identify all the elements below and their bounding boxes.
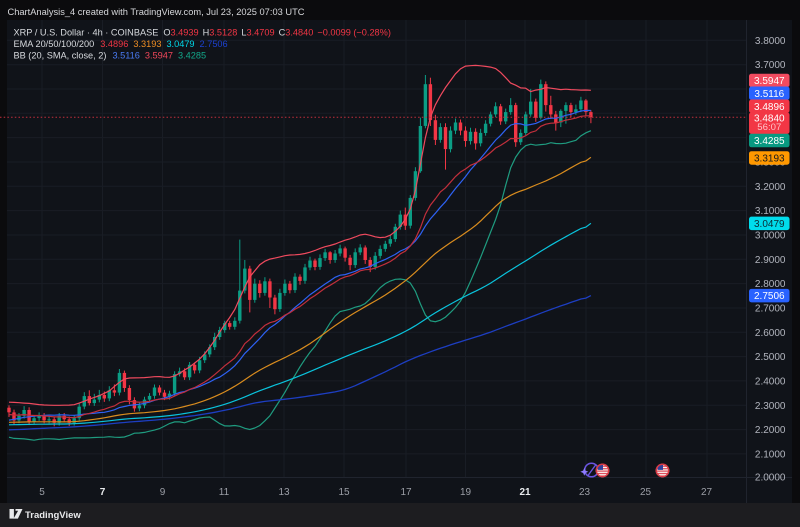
- svg-text:3.4896: 3.4896: [754, 102, 785, 113]
- svg-text:XRP / U.S. Dollar · 4h · COINB: XRP / U.S. Dollar · 4h · COINBASE O3.4939…: [14, 27, 391, 37]
- svg-text:3.0000: 3.0000: [755, 231, 786, 242]
- svg-text:21: 21: [519, 487, 531, 498]
- svg-text:3.7000: 3.7000: [755, 60, 786, 71]
- svg-text:11: 11: [219, 487, 230, 498]
- svg-text:3.2000: 3.2000: [755, 182, 786, 193]
- svg-text:13: 13: [278, 487, 290, 498]
- svg-text:3.4840: 3.4840: [754, 113, 785, 124]
- svg-text:27: 27: [701, 487, 713, 498]
- svg-text:3.8000: 3.8000: [755, 36, 786, 47]
- svg-text:19: 19: [460, 487, 472, 498]
- svg-text:3.3193: 3.3193: [754, 154, 785, 165]
- svg-text:2.2000: 2.2000: [755, 425, 786, 436]
- svg-text:3.0479: 3.0479: [754, 219, 785, 230]
- svg-text:3.5947: 3.5947: [754, 76, 785, 87]
- svg-text:3.1000: 3.1000: [755, 206, 786, 217]
- svg-text:5: 5: [39, 487, 45, 498]
- svg-text:2.4000: 2.4000: [755, 377, 786, 388]
- svg-text:2.7000: 2.7000: [755, 304, 786, 315]
- svg-text:2.6000: 2.6000: [755, 328, 786, 339]
- svg-text:56:07: 56:07: [757, 122, 781, 133]
- svg-text:3.4285: 3.4285: [754, 136, 785, 147]
- svg-text:ChartAnalysis_4 created with T: ChartAnalysis_4 created with TradingView…: [8, 7, 305, 17]
- svg-text:25: 25: [640, 487, 652, 498]
- svg-text:9: 9: [160, 487, 166, 498]
- svg-text:17: 17: [400, 487, 412, 498]
- svg-text:2.9000: 2.9000: [755, 255, 786, 266]
- svg-text:2.8000: 2.8000: [755, 279, 786, 290]
- svg-text:3.5116: 3.5116: [754, 89, 784, 100]
- svg-text:15: 15: [338, 487, 350, 498]
- svg-text:7: 7: [100, 487, 106, 498]
- svg-text:2.3000: 2.3000: [755, 401, 786, 412]
- svg-text:2.0000: 2.0000: [755, 473, 786, 484]
- svg-text:2.5000: 2.5000: [755, 352, 786, 363]
- svg-text:2.1000: 2.1000: [755, 450, 786, 461]
- svg-text:2.7506: 2.7506: [754, 291, 785, 302]
- svg-text:TradingView: TradingView: [25, 510, 81, 521]
- svg-text:23: 23: [579, 487, 591, 498]
